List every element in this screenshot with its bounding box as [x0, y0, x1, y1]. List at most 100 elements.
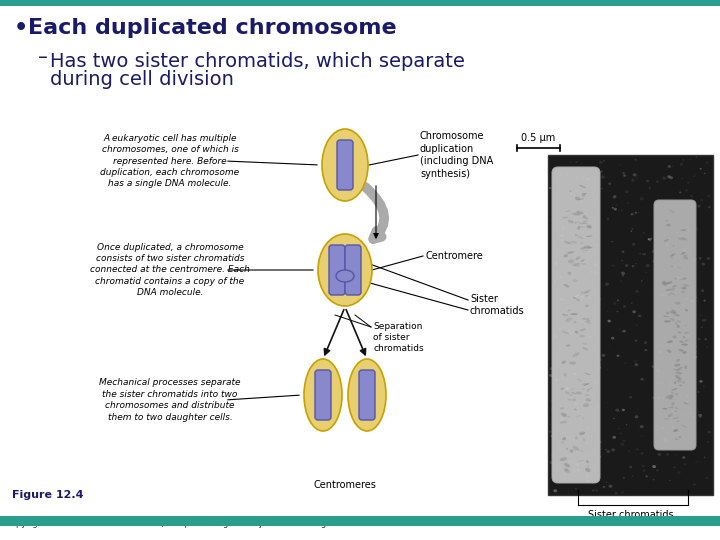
- Ellipse shape: [673, 228, 675, 230]
- Ellipse shape: [562, 331, 570, 334]
- Ellipse shape: [677, 266, 681, 268]
- Ellipse shape: [657, 396, 660, 400]
- Ellipse shape: [587, 226, 592, 228]
- Ellipse shape: [571, 193, 573, 195]
- Ellipse shape: [676, 232, 679, 234]
- Ellipse shape: [676, 320, 681, 322]
- Ellipse shape: [577, 222, 583, 224]
- Ellipse shape: [669, 395, 674, 398]
- Ellipse shape: [631, 265, 634, 267]
- Ellipse shape: [693, 483, 696, 486]
- Ellipse shape: [640, 452, 644, 455]
- Ellipse shape: [680, 252, 685, 255]
- Ellipse shape: [549, 374, 553, 377]
- Ellipse shape: [685, 297, 688, 300]
- Ellipse shape: [683, 402, 689, 404]
- Ellipse shape: [656, 429, 659, 431]
- Ellipse shape: [672, 285, 677, 287]
- Ellipse shape: [550, 400, 553, 402]
- Ellipse shape: [571, 263, 576, 265]
- FancyBboxPatch shape: [552, 167, 600, 483]
- Ellipse shape: [603, 160, 605, 161]
- Ellipse shape: [661, 294, 664, 296]
- Ellipse shape: [646, 272, 647, 273]
- Ellipse shape: [606, 450, 610, 453]
- Ellipse shape: [570, 191, 572, 192]
- Ellipse shape: [623, 477, 625, 479]
- Ellipse shape: [684, 280, 686, 282]
- Ellipse shape: [322, 129, 368, 201]
- Ellipse shape: [618, 411, 620, 412]
- Ellipse shape: [575, 256, 577, 258]
- Ellipse shape: [642, 465, 645, 467]
- Ellipse shape: [621, 210, 622, 211]
- Ellipse shape: [660, 351, 661, 352]
- Ellipse shape: [560, 412, 564, 415]
- Ellipse shape: [596, 311, 598, 313]
- Ellipse shape: [577, 415, 578, 416]
- Ellipse shape: [595, 489, 598, 492]
- Ellipse shape: [570, 332, 573, 334]
- Ellipse shape: [631, 213, 634, 215]
- Ellipse shape: [606, 369, 608, 370]
- Ellipse shape: [639, 253, 641, 254]
- Ellipse shape: [670, 382, 673, 384]
- Ellipse shape: [683, 159, 684, 160]
- Ellipse shape: [654, 246, 656, 247]
- Ellipse shape: [582, 220, 588, 222]
- Ellipse shape: [672, 402, 675, 405]
- Ellipse shape: [664, 364, 665, 366]
- Ellipse shape: [703, 300, 706, 301]
- Ellipse shape: [575, 295, 578, 298]
- Ellipse shape: [577, 294, 579, 296]
- Ellipse shape: [564, 469, 570, 474]
- Ellipse shape: [620, 433, 621, 434]
- Ellipse shape: [560, 298, 564, 301]
- Ellipse shape: [565, 387, 569, 390]
- Ellipse shape: [664, 239, 669, 242]
- Ellipse shape: [613, 196, 616, 199]
- Ellipse shape: [629, 396, 632, 399]
- Ellipse shape: [663, 284, 667, 286]
- Ellipse shape: [665, 440, 667, 442]
- Ellipse shape: [572, 262, 574, 264]
- Ellipse shape: [666, 244, 669, 246]
- Ellipse shape: [648, 238, 652, 241]
- Ellipse shape: [621, 280, 622, 282]
- Ellipse shape: [663, 258, 665, 260]
- Ellipse shape: [698, 414, 702, 417]
- Ellipse shape: [562, 413, 567, 417]
- Ellipse shape: [549, 187, 552, 189]
- Ellipse shape: [670, 318, 675, 321]
- Ellipse shape: [678, 302, 681, 303]
- Ellipse shape: [585, 395, 590, 396]
- Ellipse shape: [587, 387, 593, 390]
- FancyBboxPatch shape: [359, 370, 375, 420]
- Ellipse shape: [679, 319, 681, 321]
- Ellipse shape: [582, 438, 585, 441]
- Ellipse shape: [676, 211, 678, 213]
- Ellipse shape: [561, 418, 564, 420]
- Bar: [0, 516, 720, 526]
- Ellipse shape: [599, 456, 601, 458]
- Ellipse shape: [580, 247, 587, 249]
- Ellipse shape: [706, 477, 708, 479]
- Ellipse shape: [598, 358, 602, 361]
- Text: Mechanical processes separate
the sister chromatids into two
chromosomes and dis: Mechanical processes separate the sister…: [99, 379, 240, 422]
- Ellipse shape: [676, 276, 678, 278]
- Ellipse shape: [562, 333, 565, 335]
- Text: A eukaryotic cell has multiple
chromosomes, one of which is
represented here. Be: A eukaryotic cell has multiple chromosom…: [100, 133, 240, 188]
- Ellipse shape: [693, 350, 697, 353]
- Ellipse shape: [671, 266, 673, 267]
- Ellipse shape: [690, 195, 693, 197]
- Ellipse shape: [566, 280, 568, 282]
- Ellipse shape: [566, 314, 568, 316]
- Ellipse shape: [562, 227, 564, 229]
- Ellipse shape: [613, 436, 616, 439]
- Ellipse shape: [699, 416, 701, 419]
- Ellipse shape: [646, 180, 649, 182]
- Text: Centromeres: Centromeres: [314, 480, 377, 490]
- Ellipse shape: [582, 223, 588, 224]
- Ellipse shape: [629, 450, 630, 452]
- Ellipse shape: [587, 389, 590, 392]
